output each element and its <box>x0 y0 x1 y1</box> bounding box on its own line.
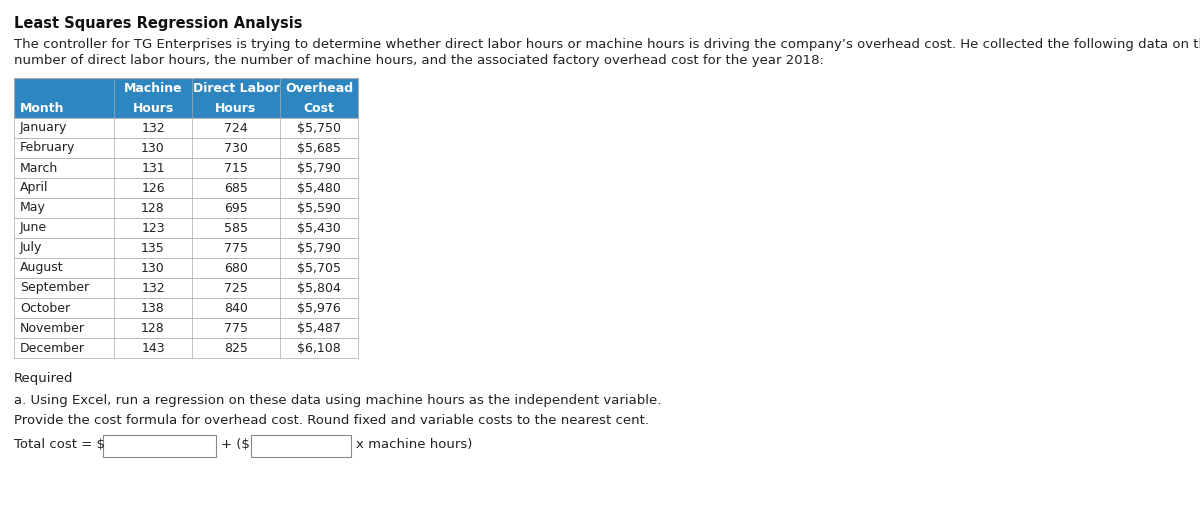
Text: July: July <box>20 242 42 254</box>
Text: 840: 840 <box>224 302 248 314</box>
Bar <box>14 198 358 218</box>
Text: December: December <box>20 342 85 354</box>
Text: $6,108: $6,108 <box>298 342 341 354</box>
Text: 128: 128 <box>142 202 164 215</box>
Text: 130: 130 <box>142 141 164 155</box>
Text: 143: 143 <box>142 342 164 354</box>
Text: Provide the cost formula for overhead cost. Round fixed and variable costs to th: Provide the cost formula for overhead co… <box>14 414 649 427</box>
Text: 132: 132 <box>142 121 164 135</box>
Text: Least Squares Regression Analysis: Least Squares Regression Analysis <box>14 16 302 31</box>
Bar <box>14 238 358 258</box>
Text: 730: 730 <box>224 141 248 155</box>
Text: February: February <box>20 141 76 155</box>
Text: x machine hours): x machine hours) <box>356 438 473 451</box>
Text: 130: 130 <box>142 262 164 274</box>
Text: Overhead: Overhead <box>284 81 353 95</box>
Text: 685: 685 <box>224 181 248 195</box>
Bar <box>14 298 358 318</box>
Bar <box>14 158 358 178</box>
Text: 715: 715 <box>224 161 248 175</box>
Text: $5,590: $5,590 <box>298 202 341 215</box>
Text: November: November <box>20 322 85 334</box>
Bar <box>14 78 358 118</box>
Text: 680: 680 <box>224 262 248 274</box>
Text: January: January <box>20 121 67 135</box>
Text: 138: 138 <box>142 302 164 314</box>
Text: 725: 725 <box>224 282 248 294</box>
Text: 695: 695 <box>224 202 248 215</box>
Bar <box>251 435 352 457</box>
Text: 724: 724 <box>224 121 248 135</box>
Text: October: October <box>20 302 70 314</box>
Text: + ($: + ($ <box>221 438 250 451</box>
Text: Cost: Cost <box>304 101 335 115</box>
Text: $5,705: $5,705 <box>298 262 341 274</box>
Text: 126: 126 <box>142 181 164 195</box>
Text: 123: 123 <box>142 222 164 234</box>
Text: Hours: Hours <box>215 101 257 115</box>
Bar <box>14 278 358 298</box>
Text: 775: 775 <box>224 242 248 254</box>
Text: 825: 825 <box>224 342 248 354</box>
Text: June: June <box>20 222 47 234</box>
Text: May: May <box>20 202 46 215</box>
Bar <box>14 178 358 198</box>
Text: September: September <box>20 282 89 294</box>
Text: 131: 131 <box>142 161 164 175</box>
Bar <box>14 318 358 338</box>
Text: number of direct labor hours, the number of machine hours, and the associated fa: number of direct labor hours, the number… <box>14 54 824 67</box>
Text: August: August <box>20 262 64 274</box>
Text: a. Using Excel, run a regression on these data using machine hours as the indepe: a. Using Excel, run a regression on thes… <box>14 394 661 407</box>
Text: Month: Month <box>20 101 65 115</box>
Text: Hours: Hours <box>132 101 174 115</box>
Text: April: April <box>20 181 48 195</box>
Bar <box>14 218 358 238</box>
Text: Direct Labor: Direct Labor <box>193 81 280 95</box>
Text: $5,804: $5,804 <box>298 282 341 294</box>
Text: March: March <box>20 161 59 175</box>
Bar <box>14 338 358 358</box>
Text: 132: 132 <box>142 282 164 294</box>
Text: Total cost = $: Total cost = $ <box>14 438 106 451</box>
Bar <box>14 258 358 278</box>
Text: 135: 135 <box>142 242 164 254</box>
Text: 585: 585 <box>224 222 248 234</box>
Text: $5,790: $5,790 <box>298 242 341 254</box>
Text: 775: 775 <box>224 322 248 334</box>
Text: $5,976: $5,976 <box>298 302 341 314</box>
Text: $5,790: $5,790 <box>298 161 341 175</box>
Text: 128: 128 <box>142 322 164 334</box>
Text: $5,480: $5,480 <box>298 181 341 195</box>
Text: $5,430: $5,430 <box>298 222 341 234</box>
Text: Machine: Machine <box>124 81 182 95</box>
Text: The controller for TG Enterprises is trying to determine whether direct labor ho: The controller for TG Enterprises is try… <box>14 38 1200 51</box>
Text: $5,750: $5,750 <box>298 121 341 135</box>
Text: Required: Required <box>14 372 73 385</box>
Bar <box>14 138 358 158</box>
Text: $5,487: $5,487 <box>298 322 341 334</box>
Text: $5,685: $5,685 <box>298 141 341 155</box>
Bar <box>14 118 358 138</box>
Bar <box>103 435 216 457</box>
